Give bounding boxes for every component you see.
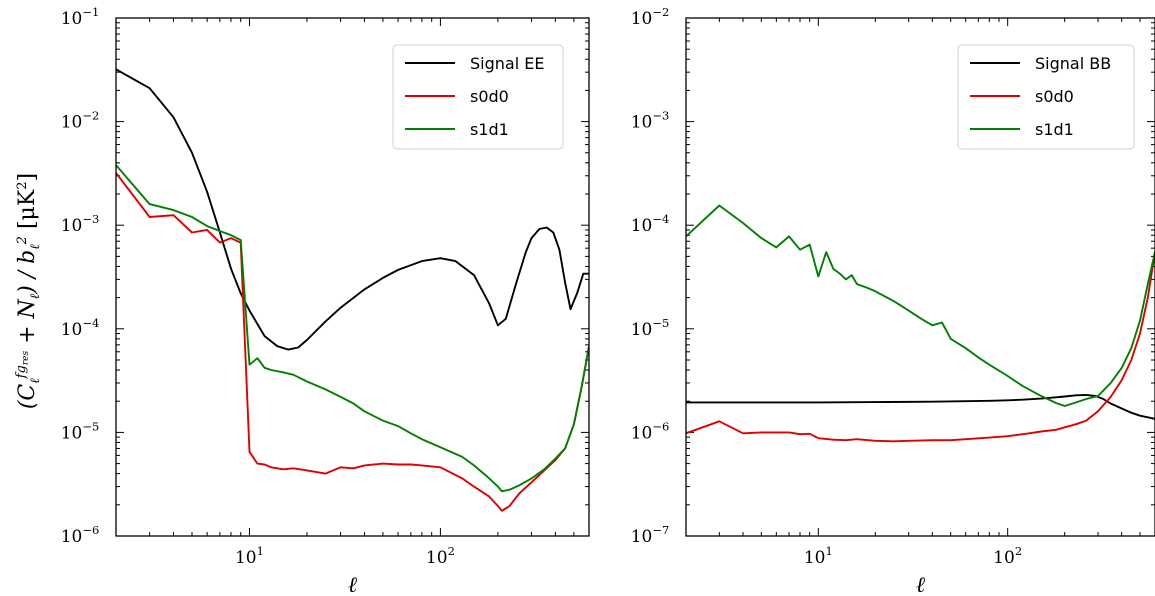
y-tick-label: 10−3 xyxy=(631,109,670,133)
x-tick-label: 102 xyxy=(993,544,1022,568)
plot-frame xyxy=(685,17,1155,537)
y-tick-label: 10−4 xyxy=(61,316,100,340)
legend-label: Signal BB xyxy=(1035,54,1111,73)
legend: Signal EE s0d0 s1d1 xyxy=(392,44,564,150)
x-axis-label: ℓ xyxy=(348,573,358,596)
y-tick-label: 10−3 xyxy=(61,212,100,236)
legend-label: s0d0 xyxy=(470,87,509,106)
series-line-signal-ee xyxy=(116,68,589,351)
x-tick-label: 101 xyxy=(235,544,264,568)
y-tick-label: 10−2 xyxy=(61,109,100,133)
series-group xyxy=(116,68,589,512)
y-tick-label: 10−4 xyxy=(631,212,670,236)
plot-frame xyxy=(115,17,590,537)
legend-label: s0d0 xyxy=(1035,87,1074,106)
legend-label: Signal EE xyxy=(470,54,544,73)
legend-label: s1d1 xyxy=(470,120,509,139)
legend-box xyxy=(392,44,564,150)
y-tick-label: 10−5 xyxy=(631,316,670,340)
legend: Signal BB s0d0 s1d1 xyxy=(957,44,1135,150)
legend-label: s1d1 xyxy=(1035,120,1074,139)
y-tick-label: 10−6 xyxy=(61,523,100,547)
y-tick-label: 10−5 xyxy=(61,419,100,443)
panel-ee: 101 102 10−6 10−5 10−4 10−3 10−2 10−1 ℓ Signal EE… xyxy=(61,5,590,596)
series-line-s0d0 xyxy=(116,172,589,512)
series-line-s1d1 xyxy=(116,164,589,493)
legend-box xyxy=(957,44,1135,150)
panel-bb: 101 102 10−7 10−6 10−5 10−4 10−3 10−2 ℓ Signal BB… xyxy=(631,5,1155,596)
y-tick-label: 10−2 xyxy=(631,5,670,29)
series-line-s1d1 xyxy=(686,204,1155,407)
series-group xyxy=(686,204,1155,443)
y-tick-label: 10−7 xyxy=(631,523,670,547)
series-line-signal-bb xyxy=(686,393,1155,420)
y-tick-label: 10−6 xyxy=(631,419,670,443)
x-tick-label: 101 xyxy=(804,544,833,568)
y-tick-label: 10−1 xyxy=(61,5,100,29)
x-axis-label: ℓ xyxy=(916,573,926,596)
y-axis-label: (Cℓfgres + Nℓ) / bℓ2 [μK2] xyxy=(14,173,43,409)
series-line-s0d0 xyxy=(686,251,1155,443)
x-tick-label: 102 xyxy=(426,544,455,568)
